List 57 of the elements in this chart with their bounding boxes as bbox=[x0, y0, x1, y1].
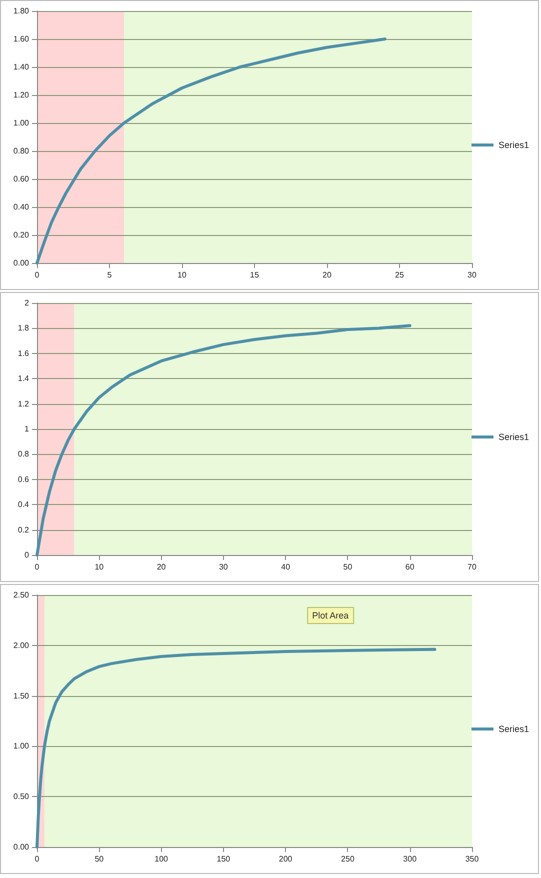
y-tick-label: 1 bbox=[24, 424, 30, 434]
x-tick-label: 10 bbox=[178, 270, 187, 280]
x-tick-label: 0 bbox=[34, 854, 40, 864]
x-tick-label: 25 bbox=[395, 270, 404, 280]
y-tick-label: 1.6 bbox=[18, 348, 30, 358]
y-tick-label: 0.00 bbox=[13, 842, 30, 852]
x-tick-label: 200 bbox=[278, 854, 293, 864]
y-tick-label: 1.2 bbox=[18, 399, 30, 408]
y-tick-label: 2.00 bbox=[13, 640, 30, 650]
x-tick-label: 50 bbox=[94, 854, 104, 864]
y-tick-label: 1.8 bbox=[18, 324, 30, 333]
x-tick-label: 250 bbox=[341, 854, 355, 864]
y-tick-label: 1.80 bbox=[13, 6, 30, 16]
y-tick-label: 1.40 bbox=[13, 62, 30, 72]
x-tick-label: 30 bbox=[468, 270, 477, 280]
y-tick-label: 0.4 bbox=[18, 500, 30, 510]
x-tick-label: 40 bbox=[281, 562, 291, 572]
y-tick-label: 0.40 bbox=[13, 202, 30, 212]
x-tick-label: 20 bbox=[322, 270, 332, 280]
x-tick-label: 150 bbox=[216, 854, 231, 864]
x-tick-label: 5 bbox=[107, 270, 112, 280]
y-tick-label: 2.50 bbox=[13, 590, 30, 600]
x-tick-label: 350 bbox=[465, 854, 480, 864]
x-tick-label: 15 bbox=[250, 270, 260, 280]
y-tick-label: 0.60 bbox=[13, 174, 30, 184]
x-tick-label: 30 bbox=[218, 562, 228, 572]
x-tick-label: 100 bbox=[154, 854, 169, 864]
x-tick-label: 70 bbox=[468, 562, 477, 572]
y-tick-label: 0.6 bbox=[18, 474, 30, 484]
line-series bbox=[36, 324, 412, 556]
x-tick-label: 0 bbox=[34, 562, 40, 572]
y-tick-label: 0.00 bbox=[13, 258, 30, 268]
y-tick-label: 0.2 bbox=[18, 525, 30, 534]
x-tick-label: 300 bbox=[403, 854, 418, 864]
y-tick-label: 0.80 bbox=[13, 146, 30, 156]
y-tick-label: 0.8 bbox=[18, 450, 30, 459]
y-tick-label: 2 bbox=[24, 298, 30, 308]
line-series bbox=[36, 38, 386, 264]
legend-label: Series1 bbox=[498, 724, 529, 734]
y-tick-label: 1.00 bbox=[13, 118, 30, 128]
y-tick-label: 1.4 bbox=[18, 374, 30, 384]
x-tick-label: 50 bbox=[343, 562, 353, 572]
y-tick-label: 1.50 bbox=[13, 691, 30, 700]
y-tick-label: 0 bbox=[24, 550, 30, 560]
legend-label: Series1 bbox=[498, 432, 529, 442]
x-tick-label: 20 bbox=[156, 562, 166, 572]
y-tick-label: 1.20 bbox=[13, 90, 30, 100]
x-tick-label: 0 bbox=[34, 270, 40, 280]
y-tick-label: 1.00 bbox=[13, 742, 30, 751]
y-tick-label: 1.60 bbox=[13, 34, 30, 44]
x-tick-label: 10 bbox=[94, 562, 104, 572]
legend-label: Series1 bbox=[498, 140, 529, 150]
y-tick-label: 0.50 bbox=[13, 792, 30, 802]
y-tick-label: 0.20 bbox=[13, 230, 30, 240]
x-tick-label: 60 bbox=[405, 562, 415, 572]
annotation: Plot Area bbox=[312, 610, 349, 620]
line-series bbox=[36, 648, 436, 848]
